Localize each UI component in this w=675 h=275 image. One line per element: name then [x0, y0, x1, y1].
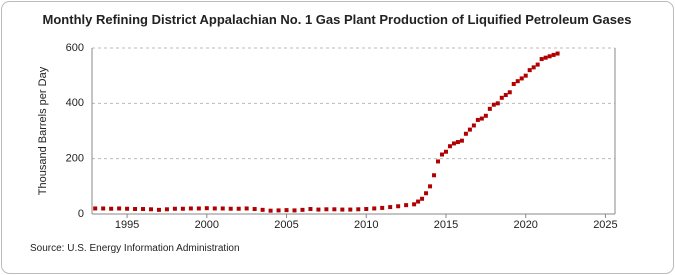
point	[188, 206, 193, 211]
point	[284, 208, 289, 213]
point	[416, 199, 421, 204]
point	[436, 159, 441, 164]
point	[380, 205, 385, 210]
point	[420, 196, 425, 201]
point	[543, 55, 548, 60]
x-tick-label: 1995	[115, 219, 139, 231]
point	[511, 81, 516, 86]
point	[515, 79, 520, 84]
point	[432, 173, 437, 178]
point	[547, 54, 552, 59]
y-tick-label: 0	[78, 208, 84, 220]
point	[439, 152, 444, 157]
point	[487, 106, 492, 111]
point	[172, 206, 177, 211]
y-tick-label: 600	[66, 42, 84, 54]
y-tick-label: 400	[66, 97, 84, 109]
point	[133, 207, 138, 212]
x-tick-label: 2025	[593, 219, 617, 231]
point	[467, 127, 472, 132]
chart-title: Monthly Refining District Appalachian No…	[43, 12, 632, 27]
x-tick-label: 2015	[434, 219, 458, 231]
point	[428, 184, 433, 189]
point	[507, 90, 512, 95]
point	[348, 207, 353, 212]
point	[388, 205, 393, 210]
point	[499, 95, 504, 100]
point	[535, 62, 540, 67]
point	[324, 207, 329, 212]
point	[475, 117, 480, 122]
point	[204, 206, 209, 211]
point	[117, 206, 122, 211]
point	[539, 57, 544, 62]
point	[412, 202, 417, 207]
point	[523, 73, 528, 78]
point	[268, 208, 273, 213]
point	[220, 206, 225, 211]
point	[148, 207, 153, 212]
source: Source: U.S. Energy Information Administ…	[30, 243, 240, 254]
point	[292, 208, 297, 213]
point	[519, 76, 524, 81]
point	[555, 51, 560, 56]
x-tick-label: 2010	[354, 219, 378, 231]
point	[455, 140, 460, 145]
point	[364, 207, 369, 212]
y-tick-label: 200	[66, 153, 84, 165]
point	[340, 207, 345, 212]
point	[503, 93, 508, 98]
point	[196, 206, 201, 211]
point	[252, 207, 257, 212]
point	[180, 206, 185, 211]
point	[495, 101, 500, 106]
point	[551, 52, 556, 57]
point	[141, 207, 146, 212]
point	[109, 206, 114, 211]
point	[101, 206, 106, 211]
point	[156, 207, 161, 212]
point	[396, 204, 401, 209]
point	[404, 203, 409, 208]
point	[212, 206, 217, 211]
point	[471, 123, 476, 128]
point	[443, 149, 448, 154]
point	[228, 206, 233, 211]
point	[459, 138, 464, 143]
point	[93, 206, 98, 211]
point	[451, 141, 456, 146]
point	[447, 144, 452, 149]
point	[372, 206, 377, 211]
point	[479, 116, 484, 121]
point	[276, 208, 281, 213]
point	[531, 65, 536, 70]
point	[308, 207, 313, 212]
point	[300, 207, 305, 212]
x-tick-label: 2000	[195, 219, 219, 231]
point	[236, 206, 241, 211]
point	[527, 68, 532, 73]
point	[316, 207, 321, 212]
point	[260, 207, 265, 212]
point	[356, 207, 361, 212]
point	[424, 191, 429, 196]
point	[491, 102, 496, 107]
point	[463, 131, 468, 136]
x-tick-label: 2020	[513, 219, 537, 231]
point	[125, 206, 130, 211]
point	[332, 207, 337, 212]
point	[164, 207, 169, 212]
y-axis-label: Thousand Barrels per Day	[37, 66, 49, 195]
x-tick-label: 2005	[274, 219, 298, 231]
point	[483, 113, 488, 118]
point	[244, 206, 249, 211]
